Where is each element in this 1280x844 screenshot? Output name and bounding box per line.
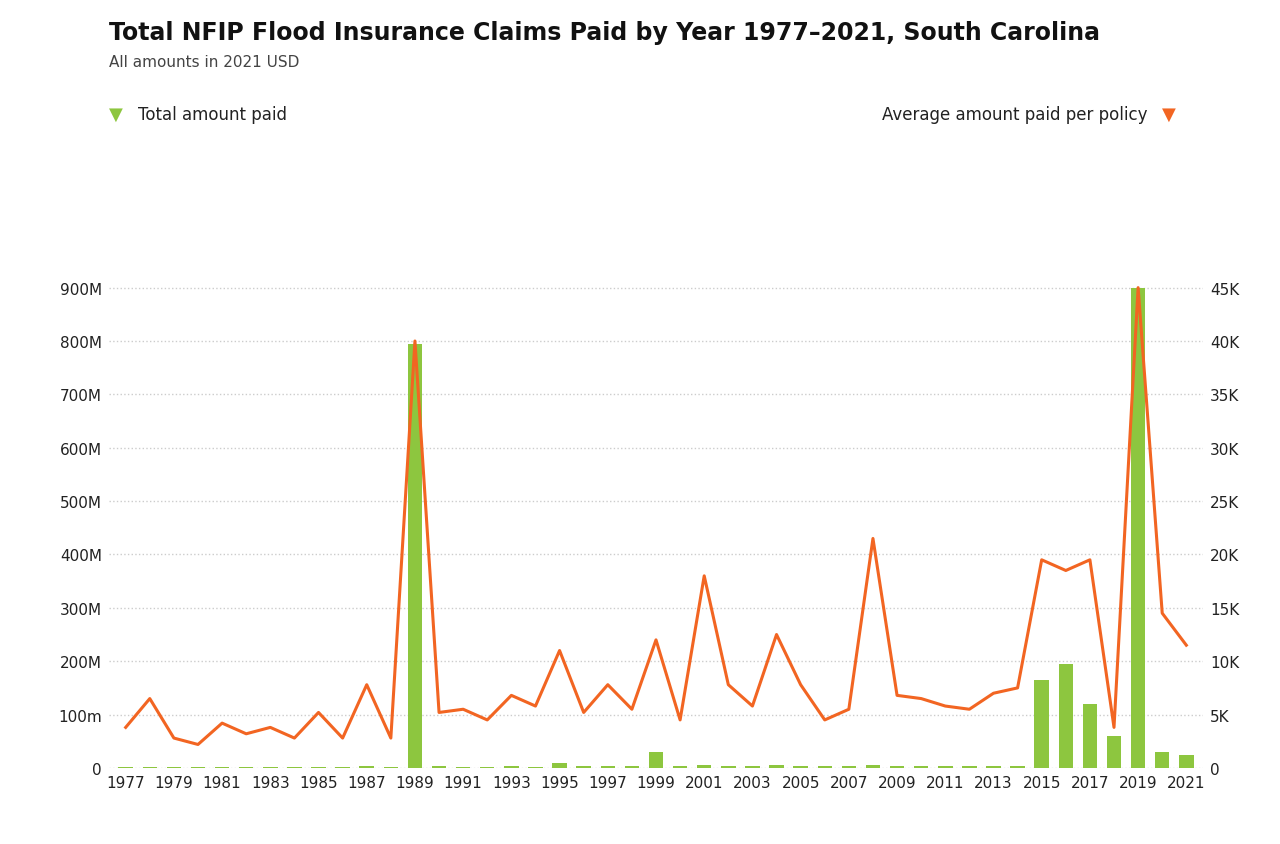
- Bar: [553, 763, 567, 768]
- Text: ▼: ▼: [1162, 106, 1176, 123]
- Bar: [1083, 704, 1097, 768]
- Bar: [673, 766, 687, 768]
- Bar: [963, 766, 977, 768]
- Bar: [794, 766, 808, 768]
- Bar: [890, 766, 904, 768]
- Bar: [1059, 664, 1073, 768]
- Bar: [649, 752, 663, 768]
- Bar: [311, 767, 325, 768]
- Bar: [215, 767, 229, 768]
- Bar: [142, 766, 157, 768]
- Bar: [938, 766, 952, 768]
- Bar: [456, 766, 470, 768]
- Bar: [914, 766, 928, 768]
- Bar: [1132, 289, 1146, 768]
- Bar: [745, 766, 759, 768]
- Text: Total amount paid: Total amount paid: [138, 106, 287, 123]
- Bar: [1010, 766, 1025, 768]
- Bar: [987, 766, 1001, 768]
- Bar: [119, 767, 133, 768]
- Bar: [625, 766, 639, 768]
- Bar: [264, 767, 278, 768]
- Text: Average amount paid per policy: Average amount paid per policy: [882, 106, 1158, 123]
- Text: Total NFIP Flood Insurance Claims Paid by Year 1977–2021, South Carolina: Total NFIP Flood Insurance Claims Paid b…: [109, 21, 1100, 45]
- Bar: [769, 765, 783, 768]
- Bar: [1155, 752, 1170, 768]
- Bar: [166, 767, 180, 768]
- Bar: [529, 766, 543, 768]
- Bar: [431, 766, 447, 768]
- Bar: [721, 766, 736, 768]
- Bar: [818, 766, 832, 768]
- Bar: [1034, 680, 1048, 768]
- Bar: [408, 344, 422, 768]
- Bar: [1107, 736, 1121, 768]
- Bar: [360, 766, 374, 768]
- Text: ▼: ▼: [109, 106, 123, 123]
- Bar: [504, 766, 518, 768]
- Bar: [576, 766, 591, 768]
- Bar: [600, 766, 614, 768]
- Bar: [698, 766, 712, 768]
- Bar: [1179, 755, 1193, 768]
- Bar: [865, 766, 881, 768]
- Bar: [480, 767, 494, 768]
- Text: All amounts in 2021 USD: All amounts in 2021 USD: [109, 55, 300, 70]
- Bar: [842, 766, 856, 768]
